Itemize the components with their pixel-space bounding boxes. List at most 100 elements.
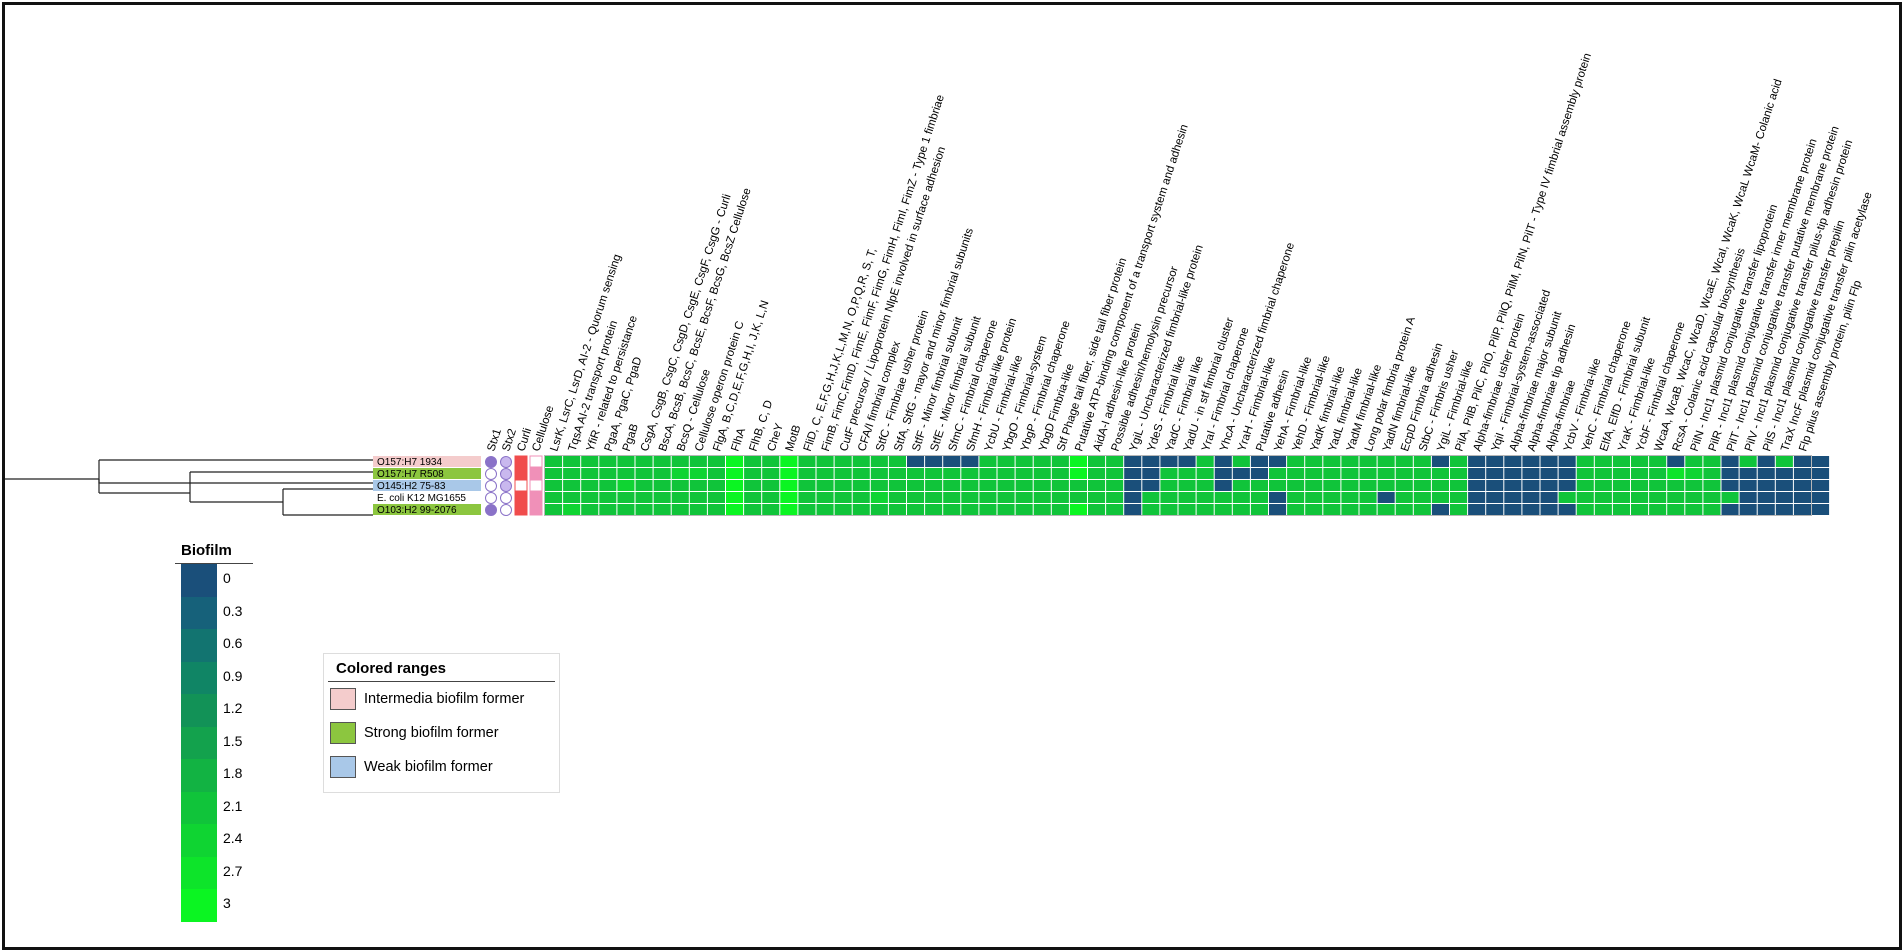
heatmap-cell xyxy=(1486,480,1504,491)
heatmap-cell xyxy=(581,504,599,515)
heatmap-cell xyxy=(1196,456,1214,467)
biofilm-scale-swatch xyxy=(181,759,217,792)
heatmap-cell xyxy=(798,456,816,467)
heatmap-cell xyxy=(762,456,780,467)
heatmap-cell xyxy=(1305,456,1323,467)
heatmap-cell xyxy=(1232,492,1250,503)
heatmap-cell xyxy=(744,504,762,515)
phylogenetic-tree xyxy=(5,459,373,516)
biofilm-scale-row: 3 xyxy=(175,889,253,922)
heatmap-cell xyxy=(907,480,925,491)
heatmap-cell xyxy=(780,504,798,515)
heatmap-cell xyxy=(1486,456,1504,467)
heatmap-cell xyxy=(798,504,816,515)
heatmap-cell xyxy=(1812,468,1830,479)
heatmap-cell xyxy=(1142,492,1160,503)
heatmap-cell xyxy=(1069,504,1087,515)
toxin-marker-stx1 xyxy=(485,504,497,516)
heatmap-cell xyxy=(1775,504,1793,515)
heatmap-cell xyxy=(1576,480,1594,491)
heatmap-cell xyxy=(1287,492,1305,503)
heatmap-cell xyxy=(1015,456,1033,467)
heatmap-cell xyxy=(1033,492,1051,503)
heatmap-cell xyxy=(1649,492,1667,503)
heatmap-cell xyxy=(1232,480,1250,491)
heatmap-cell xyxy=(1739,468,1757,479)
heatmap-cell xyxy=(1685,492,1703,503)
strain-label: O103:H2 99-2076 xyxy=(377,505,457,516)
heatmap-cell xyxy=(1576,456,1594,467)
heatmap-cell xyxy=(726,456,744,467)
heatmap-cell xyxy=(617,456,635,467)
heatmap-cell xyxy=(979,492,997,503)
heatmap-cell xyxy=(1124,468,1142,479)
heatmap-cell xyxy=(925,456,943,467)
heatmap-cell xyxy=(907,468,925,479)
heatmap-cell xyxy=(1522,456,1540,467)
heatmap-cell xyxy=(617,480,635,491)
biofilm-scale-swatch xyxy=(181,596,217,629)
heatmap-cell xyxy=(798,480,816,491)
heatmap-cell xyxy=(907,456,925,467)
heatmap-cell xyxy=(925,504,943,515)
strain-label-bg xyxy=(373,456,481,467)
heatmap-cell xyxy=(762,468,780,479)
heatmap-cell xyxy=(1594,492,1612,503)
heatmap-cell xyxy=(707,480,725,491)
heatmap-cell xyxy=(1178,468,1196,479)
heatmap-cell xyxy=(1305,468,1323,479)
heatmap-cell xyxy=(1142,468,1160,479)
heatmap-cell xyxy=(1142,480,1160,491)
heatmap-cell xyxy=(834,468,852,479)
heatmap-cell xyxy=(653,504,671,515)
heatmap-cell xyxy=(1287,468,1305,479)
toxin-marker-stx2 xyxy=(500,480,512,492)
biofilm-scale-value: 0.6 xyxy=(223,635,243,651)
heatmap-cell xyxy=(617,468,635,479)
toxin-marker-curli xyxy=(514,467,528,480)
heatmap-cell xyxy=(907,504,925,515)
heatmap-cell xyxy=(1196,468,1214,479)
heatmap-grid xyxy=(544,455,1830,516)
heatmap-cell xyxy=(1775,468,1793,479)
heatmap-cell xyxy=(1051,504,1069,515)
heatmap-cell xyxy=(1160,504,1178,515)
heatmap-cell xyxy=(1413,480,1431,491)
heatmap-cell xyxy=(852,492,870,503)
biofilm-legend-title: Biofilm xyxy=(175,538,253,564)
biofilm-legend: Biofilm 0 0.3 0.6 0.9 1.2 1.5 1.8 2.1 2.4 2.7 3 xyxy=(175,538,253,922)
heatmap-cell xyxy=(563,492,581,503)
heatmap-cell xyxy=(1051,468,1069,479)
heatmap-cell xyxy=(1341,492,1359,503)
heatmap-cell xyxy=(1250,492,1268,503)
heatmap-cell xyxy=(744,480,762,491)
heatmap-cell xyxy=(925,492,943,503)
heatmap-cell xyxy=(1793,504,1811,515)
toxin-markers xyxy=(485,455,543,516)
biofilm-scale-value: 2.7 xyxy=(223,862,243,879)
heatmap-cell xyxy=(635,504,653,515)
heatmap-cell xyxy=(961,492,979,503)
heatmap-cell xyxy=(1269,456,1287,467)
heatmap-cell xyxy=(1775,456,1793,467)
heatmap-cell xyxy=(1341,456,1359,467)
range-legend-item: Intermedia biofilm former xyxy=(324,682,559,716)
heatmap-cell xyxy=(1305,480,1323,491)
range-legend-label: Intermedia biofilm former xyxy=(364,691,525,707)
heatmap-cell xyxy=(653,468,671,479)
heatmap-cell xyxy=(1757,480,1775,491)
heatmap-cell xyxy=(1305,492,1323,503)
heatmap-cell xyxy=(1088,504,1106,515)
toxin-marker-cellulose xyxy=(529,467,543,480)
heatmap-cell xyxy=(1341,468,1359,479)
heatmap-cell xyxy=(1124,492,1142,503)
heatmap-cell xyxy=(1558,468,1576,479)
heatmap-cell xyxy=(1395,504,1413,515)
heatmap-cell xyxy=(1757,492,1775,503)
heatmap-cell xyxy=(1594,468,1612,479)
biofilm-scale-row: 0.3 xyxy=(175,596,253,629)
heatmap-cell xyxy=(1160,492,1178,503)
heatmap-cell xyxy=(1576,492,1594,503)
